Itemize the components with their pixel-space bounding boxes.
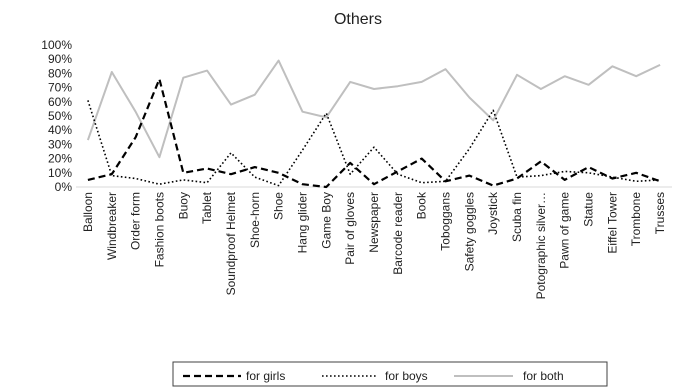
x-tick-label: Pair of gloves	[343, 192, 357, 265]
y-tick-label: 30%	[48, 137, 72, 151]
x-tick-label: Shoe	[272, 192, 286, 220]
x-tick-label: Newspaper	[367, 192, 381, 253]
x-tick-label: Shoe-horn	[248, 192, 262, 248]
y-tick-label: 50%	[48, 109, 72, 123]
chart-title: Others	[334, 11, 382, 28]
x-tick-label: Order form	[129, 192, 143, 250]
y-tick-label: 80%	[48, 66, 72, 80]
x-tick-label: Joystick	[486, 191, 500, 235]
y-tick-label: 40%	[48, 123, 72, 137]
series-line-for-boys	[87, 100, 661, 187]
y-tick-label: 90%	[48, 52, 72, 66]
x-axis-ticks: Balloon Windbreaker Order form Fashion boot…	[81, 191, 667, 299]
y-tick-label: 10%	[48, 166, 72, 180]
x-tick-label: Balloon	[81, 192, 95, 232]
x-tick-label: Fashion boots	[152, 192, 166, 267]
x-tick-label: Barcode reader	[391, 192, 405, 275]
x-tick-label: Safety goggles	[462, 192, 476, 271]
y-tick-label: 60%	[48, 95, 72, 109]
x-tick-label: Eiffel Tower	[605, 192, 619, 254]
x-tick-label: Toboggans	[439, 192, 453, 251]
legend-box	[172, 361, 608, 387]
y-tick-label: 20%	[48, 152, 72, 166]
y-tick-label: 0%	[55, 180, 73, 194]
x-tick-label: Soundproof Helmet	[224, 191, 238, 295]
series-line-for-both	[86, 59, 661, 159]
legend-label: for girls	[246, 369, 285, 383]
x-tick-label: Potographic silver…	[534, 192, 548, 299]
x-tick-label: Statue	[582, 192, 596, 227]
series-lines	[86, 59, 661, 189]
x-tick-label: Trombone	[629, 192, 643, 247]
x-tick-label: Hang glider	[295, 192, 309, 253]
y-tick-label: 70%	[48, 81, 72, 95]
x-tick-label: Pawn of game	[558, 192, 572, 269]
x-tick-label: Windbreaker	[105, 192, 119, 260]
x-tick-label: Scuba fin	[510, 192, 524, 242]
y-tick-label: 100%	[41, 38, 72, 52]
legend-label: for both	[523, 369, 564, 383]
legend-label: for boys	[385, 369, 428, 383]
x-tick-label: Game Boy	[319, 192, 333, 249]
x-tick-label: Book	[415, 191, 429, 219]
legend: for girls for boys for both	[172, 361, 608, 387]
x-tick-label: Trusses	[653, 192, 667, 234]
y-axis-ticks: 0%10%20%30%40%50%60%70%80%90%100%	[41, 38, 72, 194]
series-line-for-girls	[87, 77, 661, 189]
x-tick-label: Tablet	[200, 191, 214, 224]
x-tick-label: Buoy	[176, 192, 190, 219]
